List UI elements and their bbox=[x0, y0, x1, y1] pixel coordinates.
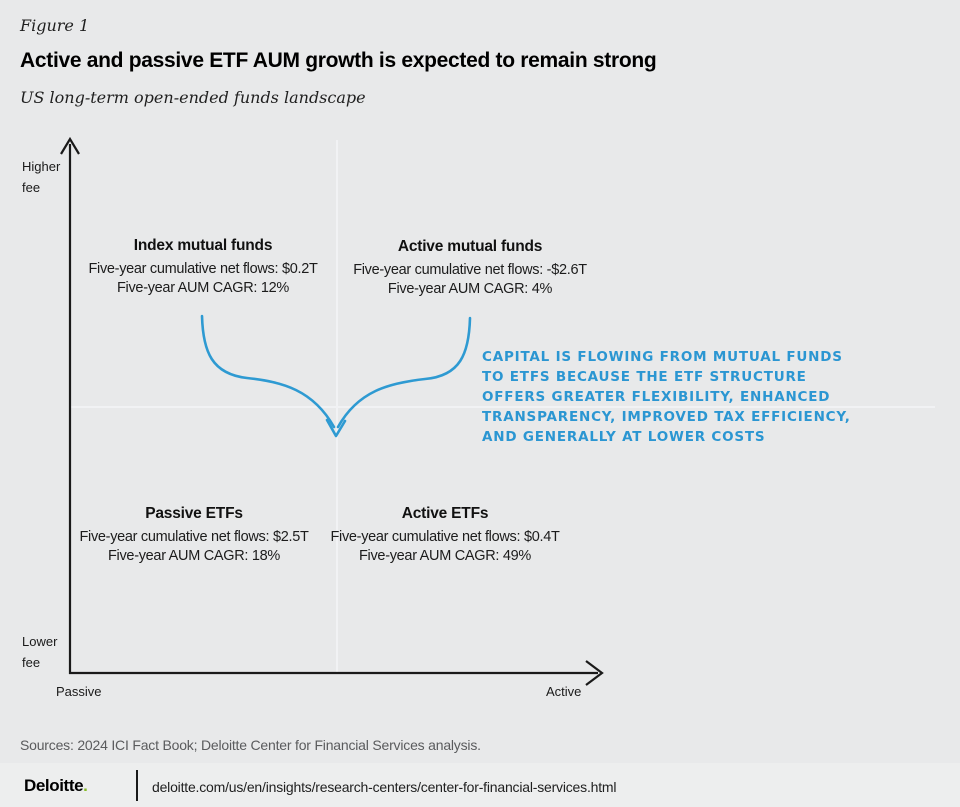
quadrant-net-flows: Five-year cumulative net flows: $2.5T bbox=[79, 529, 309, 545]
quadrant-net-flows: Five-year cumulative net flows: -$2.6T bbox=[353, 262, 587, 278]
sources-note: Sources: 2024 ICI Fact Book; Deloitte Ce… bbox=[20, 737, 481, 753]
flow-curve-right bbox=[336, 316, 472, 429]
quadrant-active-etfs: Active ETFs Five-year cumulative net flo… bbox=[290, 505, 600, 566]
capital-flow-annotation: CAPITAL IS FLOWING FROM MUTUAL FUNDS TO … bbox=[482, 347, 902, 447]
quadrant-name: Index mutual funds bbox=[133, 237, 273, 254]
footer-bar bbox=[0, 763, 960, 807]
quadrant-aum-cagr: Five-year AUM CAGR: 4% bbox=[387, 281, 553, 297]
page-title: Active and passive ETF AUM growth is exp… bbox=[20, 49, 657, 72]
y-axis-arrowhead-icon bbox=[60, 136, 80, 155]
figure-label: Figure 1 bbox=[20, 16, 90, 35]
quadrant-passive-etfs: Passive ETFs Five-year cumulative net fl… bbox=[39, 505, 349, 566]
footer-url: deloitte.com/us/en/insights/research-cen… bbox=[152, 779, 617, 795]
quadrant-name: Active ETFs bbox=[401, 505, 489, 522]
x-axis-arrowhead-icon bbox=[585, 660, 604, 686]
quadrant-aum-cagr: Five-year AUM CAGR: 49% bbox=[359, 548, 531, 564]
quadrant-name: Passive ETFs bbox=[145, 505, 243, 522]
annotation-line: AND GENERALLY AT LOWER COSTS bbox=[482, 429, 766, 445]
quadrant-aum-cagr: Five-year AUM CAGR: 18% bbox=[108, 548, 280, 564]
deloitte-logo-text: Deloitte bbox=[24, 776, 84, 795]
figure-subtitle: US long-term open-ended funds landscape bbox=[20, 88, 366, 107]
annotation-line: OFFERS GREATER FLEXIBILITY, ENHANCED bbox=[482, 389, 831, 405]
flow-curve-left bbox=[200, 314, 336, 429]
quadrant-horizontal-divider bbox=[71, 406, 935, 408]
quadrant-name: Active mutual funds bbox=[397, 238, 543, 255]
y-axis-top-label: Higher fee bbox=[22, 159, 61, 195]
y-axis-bottom-label: Lower fee bbox=[22, 634, 58, 670]
deloitte-logo-green-dot: . bbox=[83, 776, 88, 795]
footer-divider-line bbox=[136, 770, 138, 801]
x-axis-right-label: Active bbox=[546, 684, 582, 699]
quadrant-aum-cagr: Five-year AUM CAGR: 12% bbox=[117, 280, 289, 296]
annotation-line: TO ETFS BECAUSE THE ETF STRUCTURE bbox=[482, 369, 807, 385]
annotation-line: TRANSPARENCY, IMPROVED TAX EFFICIENCY, bbox=[482, 409, 851, 425]
quadrant-index-mutual-funds: Index mutual funds Five-year cumulative … bbox=[48, 237, 358, 298]
x-axis-left-label: Passive bbox=[56, 684, 102, 699]
quadrant-net-flows: Five-year cumulative net flows: $0.2T bbox=[88, 261, 318, 277]
annotation-line: CAPITAL IS FLOWING FROM MUTUAL FUNDS bbox=[482, 349, 843, 365]
quadrant-net-flows: Five-year cumulative net flows: $0.4T bbox=[330, 529, 560, 545]
deloitte-logo: Deloitte. bbox=[24, 776, 88, 796]
quadrant-active-mutual-funds: Active mutual funds Five-year cumulative… bbox=[315, 238, 625, 299]
